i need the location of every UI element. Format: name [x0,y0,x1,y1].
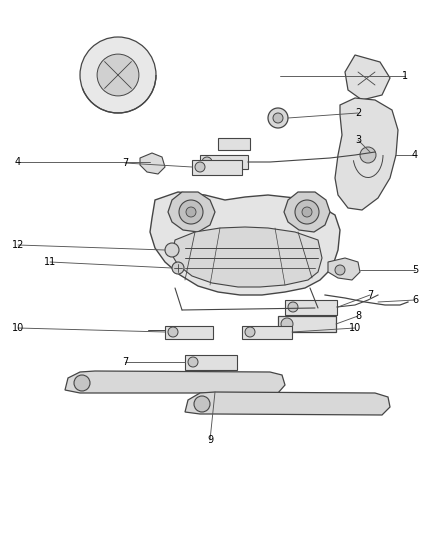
Circle shape [194,396,210,412]
Circle shape [74,375,90,391]
Circle shape [281,318,293,330]
Text: 7: 7 [367,290,373,300]
Circle shape [80,37,156,113]
Polygon shape [328,258,360,280]
Text: 6: 6 [412,295,418,305]
Bar [192,160,242,175]
Text: 7: 7 [122,357,128,367]
Circle shape [268,108,288,128]
Bar [242,326,292,339]
Polygon shape [345,55,390,100]
Circle shape [195,162,205,172]
Circle shape [245,327,255,337]
Circle shape [172,262,184,274]
Bar [200,155,248,169]
Polygon shape [65,371,285,393]
Text: 4: 4 [412,150,418,160]
Text: 9: 9 [207,435,213,445]
Bar [165,326,213,339]
Text: 10: 10 [12,323,24,333]
Bar [185,355,237,370]
Polygon shape [185,392,390,415]
Polygon shape [172,227,322,287]
Circle shape [186,207,196,217]
Polygon shape [335,98,398,210]
Polygon shape [150,192,340,295]
Bar [218,138,250,150]
Circle shape [302,207,312,217]
Polygon shape [284,192,330,232]
Text: 5: 5 [412,265,418,275]
Circle shape [288,302,298,312]
Text: 7: 7 [122,158,128,168]
Polygon shape [168,192,215,232]
Circle shape [335,265,345,275]
Circle shape [188,357,198,367]
Circle shape [273,113,283,123]
Text: 3: 3 [355,135,361,145]
Circle shape [202,157,212,167]
Text: 4: 4 [15,157,21,167]
Circle shape [97,54,139,96]
Text: 2: 2 [355,108,361,118]
Circle shape [168,327,178,337]
Circle shape [295,200,319,224]
Polygon shape [140,153,165,174]
Text: 1: 1 [402,71,408,81]
Circle shape [165,243,179,257]
Text: 12: 12 [12,240,24,250]
Circle shape [179,200,203,224]
Bar [285,300,337,315]
Text: 10: 10 [349,323,361,333]
Circle shape [360,147,376,163]
Text: 8: 8 [355,311,361,321]
Text: 11: 11 [44,257,56,267]
Bar [278,316,336,332]
